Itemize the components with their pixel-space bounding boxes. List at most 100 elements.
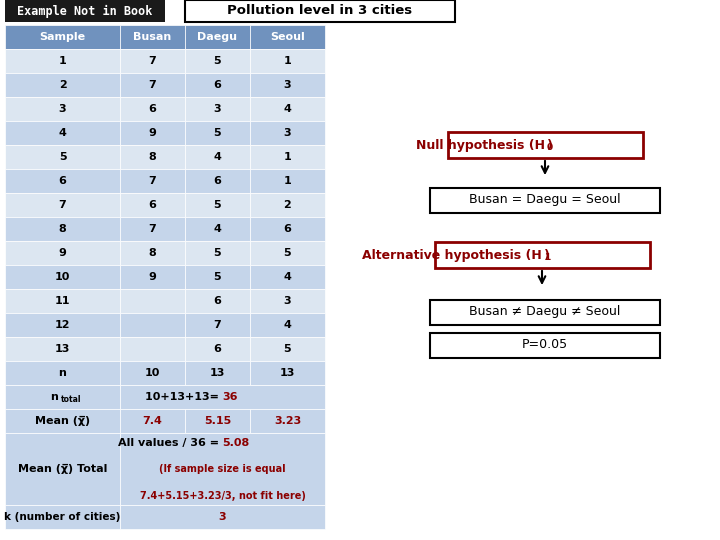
FancyBboxPatch shape: [250, 409, 325, 433]
Text: 6: 6: [214, 176, 222, 186]
Text: 6: 6: [214, 296, 222, 306]
FancyBboxPatch shape: [250, 73, 325, 97]
Text: 5: 5: [284, 344, 292, 354]
Text: 36: 36: [222, 392, 238, 402]
FancyBboxPatch shape: [430, 300, 660, 325]
FancyBboxPatch shape: [5, 433, 120, 505]
Text: 10: 10: [145, 368, 160, 378]
Text: Mean (χ̅): Mean (χ̅): [35, 416, 90, 426]
FancyBboxPatch shape: [120, 385, 325, 409]
FancyBboxPatch shape: [250, 241, 325, 265]
Text: 3: 3: [219, 512, 226, 522]
Text: Busan ≠ Daegu ≠ Seoul: Busan ≠ Daegu ≠ Seoul: [469, 306, 621, 319]
FancyBboxPatch shape: [120, 25, 185, 49]
FancyBboxPatch shape: [185, 313, 250, 337]
FancyBboxPatch shape: [185, 49, 250, 73]
FancyBboxPatch shape: [120, 169, 185, 193]
Text: 7: 7: [148, 56, 156, 66]
FancyBboxPatch shape: [185, 361, 250, 385]
FancyBboxPatch shape: [120, 193, 185, 217]
Text: 3.23: 3.23: [274, 416, 301, 426]
FancyBboxPatch shape: [5, 49, 120, 73]
FancyBboxPatch shape: [120, 241, 185, 265]
FancyBboxPatch shape: [185, 289, 250, 313]
Text: 2: 2: [58, 80, 66, 90]
Text: Pollution level in 3 cities: Pollution level in 3 cities: [228, 4, 413, 17]
FancyBboxPatch shape: [185, 145, 250, 169]
FancyBboxPatch shape: [120, 97, 185, 121]
FancyBboxPatch shape: [250, 217, 325, 241]
Text: 4: 4: [284, 320, 292, 330]
FancyBboxPatch shape: [185, 193, 250, 217]
FancyBboxPatch shape: [5, 145, 120, 169]
FancyBboxPatch shape: [250, 265, 325, 289]
FancyBboxPatch shape: [5, 73, 120, 97]
Text: 3: 3: [284, 296, 292, 306]
FancyBboxPatch shape: [120, 361, 185, 385]
Text: 1: 1: [284, 152, 292, 162]
Text: 5: 5: [214, 248, 221, 258]
FancyBboxPatch shape: [5, 217, 120, 241]
Text: 1: 1: [544, 253, 550, 262]
FancyBboxPatch shape: [250, 337, 325, 361]
FancyBboxPatch shape: [120, 121, 185, 145]
Text: 6: 6: [284, 224, 292, 234]
Text: 4: 4: [284, 272, 292, 282]
Text: 7: 7: [58, 200, 66, 210]
Text: 4: 4: [58, 128, 66, 138]
Text: 1: 1: [284, 56, 292, 66]
Text: 8: 8: [148, 248, 156, 258]
Text: Daegu: Daegu: [197, 32, 238, 42]
Text: (If sample size is equal: (If sample size is equal: [159, 464, 286, 474]
Text: P=0.05: P=0.05: [522, 339, 568, 352]
FancyBboxPatch shape: [5, 193, 120, 217]
FancyBboxPatch shape: [5, 385, 120, 409]
Text: 10+13+13=: 10+13+13=: [145, 392, 222, 402]
Text: 7: 7: [148, 176, 156, 186]
FancyBboxPatch shape: [185, 241, 250, 265]
FancyArrowPatch shape: [541, 161, 549, 173]
Text: Seoul: Seoul: [270, 32, 305, 42]
Text: 5.08: 5.08: [222, 438, 250, 448]
FancyBboxPatch shape: [120, 217, 185, 241]
FancyBboxPatch shape: [120, 73, 185, 97]
Text: 7: 7: [148, 224, 156, 234]
FancyBboxPatch shape: [120, 313, 185, 337]
Text: 5: 5: [59, 152, 66, 162]
Text: 1: 1: [58, 56, 66, 66]
Text: Busan: Busan: [133, 32, 171, 42]
Text: 7.4+5.15+3.23/3, not fit here): 7.4+5.15+3.23/3, not fit here): [140, 491, 305, 501]
Text: 5: 5: [284, 248, 292, 258]
Text: 5: 5: [214, 56, 221, 66]
Text: 13: 13: [210, 368, 225, 378]
Text: total: total: [60, 395, 81, 404]
FancyBboxPatch shape: [120, 145, 185, 169]
FancyBboxPatch shape: [5, 313, 120, 337]
Text: k (number of cities): k (number of cities): [4, 512, 121, 522]
Text: 8: 8: [58, 224, 66, 234]
Text: 3: 3: [284, 128, 292, 138]
FancyBboxPatch shape: [250, 145, 325, 169]
FancyBboxPatch shape: [5, 361, 120, 385]
FancyBboxPatch shape: [5, 505, 120, 529]
FancyBboxPatch shape: [185, 25, 250, 49]
Text: ): ): [547, 138, 553, 152]
FancyBboxPatch shape: [250, 289, 325, 313]
FancyBboxPatch shape: [434, 242, 649, 268]
Text: Busan = Daegu = Seoul: Busan = Daegu = Seoul: [469, 193, 621, 206]
FancyBboxPatch shape: [120, 265, 185, 289]
FancyBboxPatch shape: [5, 409, 120, 433]
Text: All values / 36 =: All values / 36 =: [117, 438, 222, 448]
FancyBboxPatch shape: [250, 193, 325, 217]
FancyBboxPatch shape: [120, 505, 325, 529]
Text: n: n: [58, 368, 66, 378]
FancyBboxPatch shape: [120, 433, 325, 505]
FancyBboxPatch shape: [185, 121, 250, 145]
FancyBboxPatch shape: [185, 217, 250, 241]
FancyBboxPatch shape: [250, 49, 325, 73]
FancyBboxPatch shape: [185, 265, 250, 289]
Text: 3: 3: [214, 104, 221, 114]
Text: 4: 4: [284, 104, 292, 114]
Text: 8: 8: [148, 152, 156, 162]
FancyBboxPatch shape: [5, 121, 120, 145]
